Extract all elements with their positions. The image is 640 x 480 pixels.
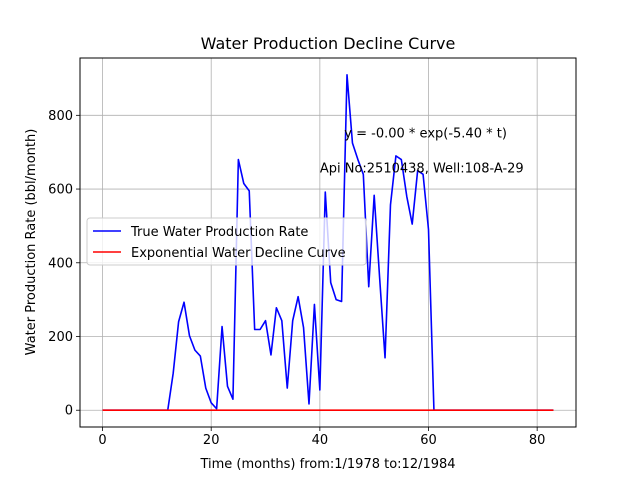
legend-box [86,217,367,266]
x-tick-label: 40 [312,433,329,448]
x-tick-label: 60 [420,433,437,448]
legend-label-exponential: Exponential Water Decline Curve [131,246,346,261]
equation-annotation: y = -0.00 * exp(-5.40 * t) [344,126,507,141]
x-tick-label: 80 [529,433,546,448]
x-tick-label: 20 [203,433,220,448]
y-axis-label: Water Production Rate (bbl/month) [24,129,39,356]
y-tick-label: 800 [48,109,73,124]
y-tick-label: 400 [48,256,73,271]
x-tick-label: 0 [98,433,106,448]
well-annotation: Api No:2510438, Well:108-A-29 [320,161,524,176]
x-axis-label: Time (months) from:1/1978 to:12/1984 [199,457,455,472]
chart-title: Water Production Decline Curve [201,34,456,53]
y-tick-label: 200 [48,330,73,345]
y-tick-label: 0 [65,404,73,419]
legend-label-true-rate: True Water Production Rate [130,225,308,240]
y-tick-label: 600 [48,183,73,198]
legend: True Water Production Rate Exponential W… [86,217,367,266]
plot-frame [79,57,577,428]
